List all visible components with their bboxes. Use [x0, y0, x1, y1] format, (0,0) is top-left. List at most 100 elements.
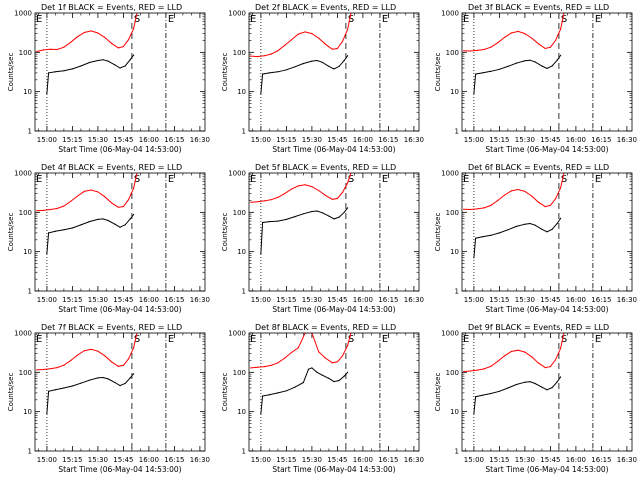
data-point-events	[490, 70, 492, 72]
y-tick-label: 1000	[228, 170, 246, 178]
data-point-lld	[133, 28, 135, 30]
x-tick-label: 15:15	[62, 136, 82, 144]
data-point-events	[114, 381, 116, 384]
data-point-events	[316, 59, 318, 62]
x-tick-label: 15:00	[37, 296, 57, 304]
data-point-events	[124, 224, 126, 226]
y-tick-label: 100	[19, 369, 32, 377]
x-tick-label: 15:15	[489, 456, 509, 464]
data-point-events	[524, 60, 526, 62]
data-point-events	[124, 65, 126, 67]
data-point-lld	[277, 362, 279, 364]
plot-frame	[248, 332, 420, 452]
x-tick-label: 15:30	[88, 296, 108, 304]
y-tick-label: 10	[450, 248, 459, 256]
y-tick-label: 100	[19, 49, 32, 57]
data-point-events	[316, 371, 318, 373]
y-tick-label: 10	[23, 248, 32, 256]
data-point-lld	[36, 210, 38, 212]
data-point-lld	[104, 196, 106, 198]
data-point-lld	[469, 50, 472, 52]
data-point-lld	[263, 200, 265, 202]
data-point-lld	[97, 191, 99, 193]
data-point-events	[338, 65, 340, 67]
data-point-lld	[524, 190, 526, 192]
plot-frame	[34, 172, 206, 292]
data-point-events	[46, 92, 48, 95]
marker-letter: E	[250, 14, 256, 25]
x-tick-label: 15:15	[276, 456, 296, 464]
plot-frame	[461, 332, 633, 452]
x-tick-label: 15:00	[464, 136, 484, 144]
data-point-events	[119, 226, 121, 228]
x-tick-label: 15:15	[276, 136, 296, 144]
data-point-events	[277, 71, 279, 73]
x-tick-label: 16:15	[164, 296, 184, 304]
plot-area	[463, 173, 565, 259]
panel-det-7f: Det 7f BLACK = Events, RED = LLD Counts/s…	[7, 323, 210, 474]
panel-det-4f: Det 4f BLACK = Events, RED = LLD Counts/s…	[7, 163, 210, 314]
y-tick-label: 100	[446, 49, 459, 57]
data-point-events	[556, 381, 558, 383]
x-tick-label: 15:00	[37, 456, 57, 464]
data-point-events	[311, 210, 313, 213]
data-point-events	[260, 92, 262, 95]
data-point-events	[481, 394, 483, 396]
panel-det-9f: Det 9f BLACK = Events, RED = LLD Counts/s…	[434, 323, 637, 474]
data-point-events	[114, 64, 116, 66]
data-point-lld	[250, 367, 252, 369]
data-point-events	[507, 65, 509, 67]
data-point-events	[473, 92, 475, 95]
data-point-events	[534, 382, 536, 385]
data-point-events	[71, 385, 73, 387]
data-point-events	[498, 232, 500, 234]
data-point-events	[551, 65, 553, 67]
data-point-events	[560, 376, 562, 378]
data-point-lld	[297, 347, 299, 349]
data-point-events	[302, 62, 304, 65]
data-point-lld	[331, 198, 333, 200]
data-point-lld	[63, 205, 65, 207]
data-point-lld	[497, 199, 499, 202]
marker-letter: E	[382, 14, 388, 25]
x-tick-label: 16:15	[378, 456, 398, 464]
data-point-lld	[83, 190, 85, 192]
data-point-events	[343, 59, 345, 62]
marker-letter: E	[168, 174, 174, 185]
data-point-lld	[256, 366, 259, 368]
data-point-lld	[127, 39, 130, 41]
x-tick-label: 15:45	[113, 296, 133, 304]
y-tick-label: 1	[28, 128, 32, 136]
data-point-events	[129, 59, 131, 61]
data-point-events	[473, 412, 475, 415]
data-point-lld	[290, 39, 293, 41]
y-tick-label: 100	[19, 209, 32, 217]
data-point-lld	[554, 39, 557, 42]
data-point-lld	[318, 189, 320, 192]
data-point-events	[54, 230, 57, 232]
x-tick-label: 15:45	[540, 456, 560, 464]
data-point-events	[507, 387, 509, 389]
y-tick-label: 10	[237, 88, 246, 96]
data-point-events	[338, 216, 340, 218]
data-point-lld	[250, 201, 252, 203]
x-tick-label: 15:00	[251, 456, 271, 464]
data-point-events	[260, 412, 262, 415]
x-tick-label: 15:30	[302, 296, 322, 304]
data-point-events	[524, 223, 526, 225]
data-point-lld	[49, 48, 51, 50]
data-point-events	[63, 229, 65, 231]
panel-det-2f: Det 2f BLACK = Events, RED = LLD Counts/s…	[221, 3, 424, 154]
data-point-lld	[497, 42, 499, 44]
marker-letter: E	[463, 174, 469, 185]
data-point-lld	[70, 359, 72, 362]
data-point-lld	[122, 206, 124, 208]
y-tick-label: 1	[242, 448, 246, 456]
series-line-events	[473, 376, 562, 414]
data-point-events	[328, 377, 330, 379]
y-axis-label: Counts/sec	[221, 373, 229, 412]
panel-title: Det 1f BLACK = Events, RED = LLD	[41, 3, 182, 12]
data-point-lld	[510, 350, 512, 353]
marker-letter: E	[595, 174, 601, 185]
data-point-events	[133, 213, 135, 216]
